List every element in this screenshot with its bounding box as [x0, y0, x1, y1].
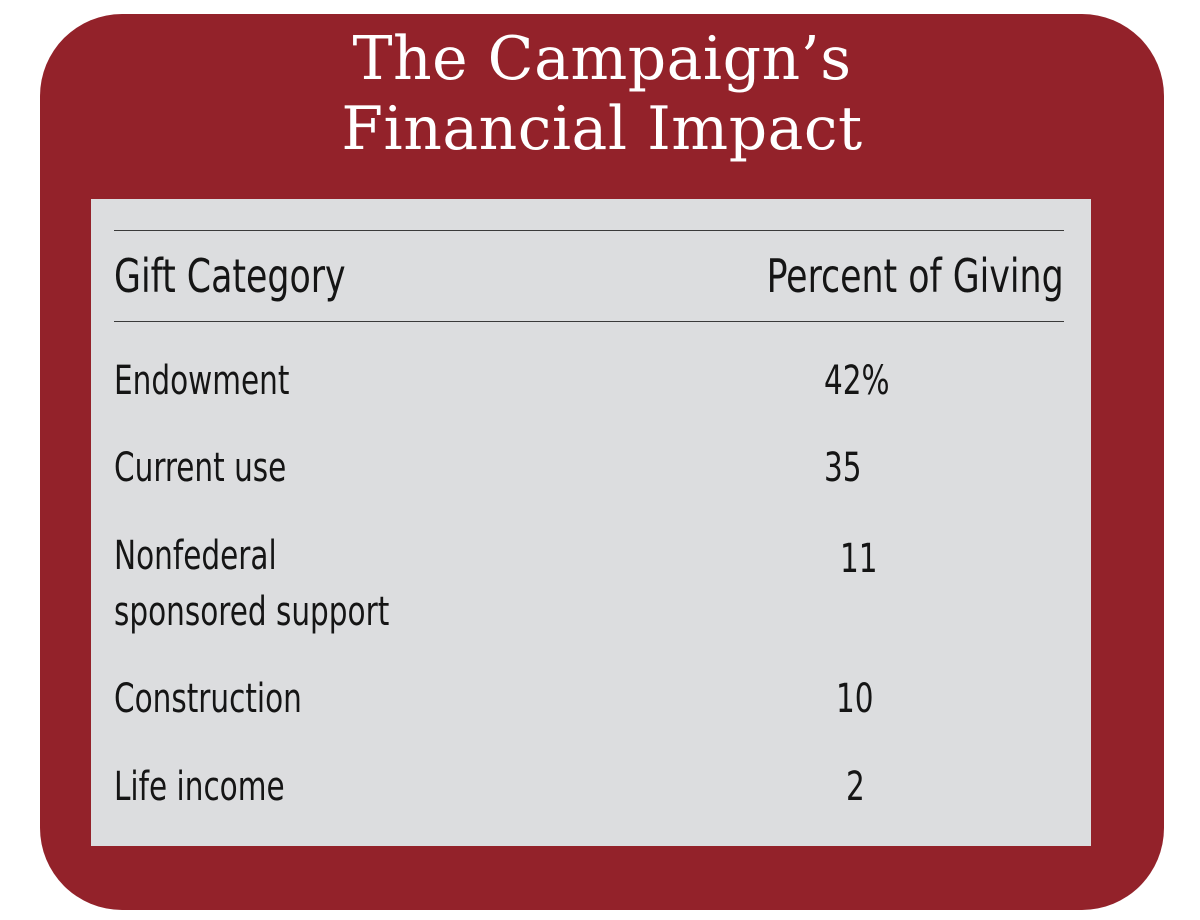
table-top-rule [114, 230, 1064, 231]
column-header-category: Gift Category [114, 249, 346, 303]
row-label-life-income: Life income [114, 764, 285, 810]
row-label-endowment: Endowment [114, 358, 290, 404]
row-value-life-income: 2 [846, 764, 865, 810]
row-value-construction: 10 [836, 676, 874, 722]
chart-title: The Campaign’s Financial Impact [40, 24, 1164, 164]
row-value-endowment: 42% [824, 358, 890, 404]
row-value-current-use: 35 [824, 445, 862, 491]
table-panel [91, 199, 1091, 846]
row-label-current-use: Current use [114, 445, 287, 491]
chart-title-line-2: Financial Impact [341, 94, 863, 164]
chart-title-line-1: The Campaign’s [352, 24, 852, 94]
column-header-percent: Percent of Giving [766, 249, 1064, 303]
row-value-nonfederal: 11 [840, 536, 878, 582]
row-label-nonfederal-line-1: Nonfederal [114, 533, 277, 579]
row-label-construction: Construction [114, 676, 302, 722]
row-label-nonfederal-line-2: sponsored support [114, 589, 390, 635]
table-header-rule [114, 321, 1064, 322]
